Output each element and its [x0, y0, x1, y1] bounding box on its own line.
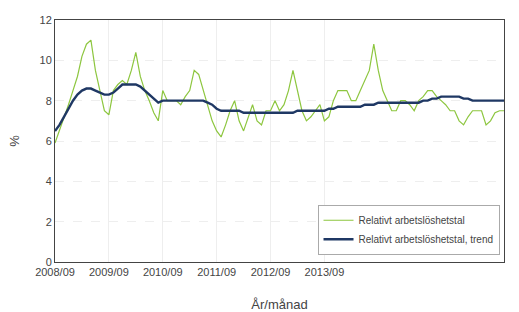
svg-text:12: 12	[40, 14, 52, 26]
svg-text:2010/09: 2010/09	[143, 266, 183, 278]
svg-text:8: 8	[46, 95, 52, 107]
svg-text:2008/09: 2008/09	[35, 266, 75, 278]
svg-text:0: 0	[46, 256, 52, 268]
svg-text:6: 6	[46, 135, 52, 147]
svg-text:Relativt arbetslöshetstal: Relativt arbetslöshetstal	[359, 215, 465, 226]
svg-text:2013/09: 2013/09	[305, 266, 345, 278]
svg-text:2011/09: 2011/09	[197, 266, 236, 278]
svg-text:2012/09: 2012/09	[251, 266, 291, 278]
svg-text:Relativt arbetslöshetstal, tre: Relativt arbetslöshetstal, trend	[359, 234, 494, 245]
svg-text:4: 4	[46, 175, 52, 187]
svg-text:2: 2	[46, 216, 52, 228]
svg-text:%: %	[7, 135, 22, 147]
svg-text:2009/09: 2009/09	[89, 266, 129, 278]
svg-text:År/månad: År/månad	[251, 297, 307, 312]
svg-text:10: 10	[40, 54, 52, 66]
